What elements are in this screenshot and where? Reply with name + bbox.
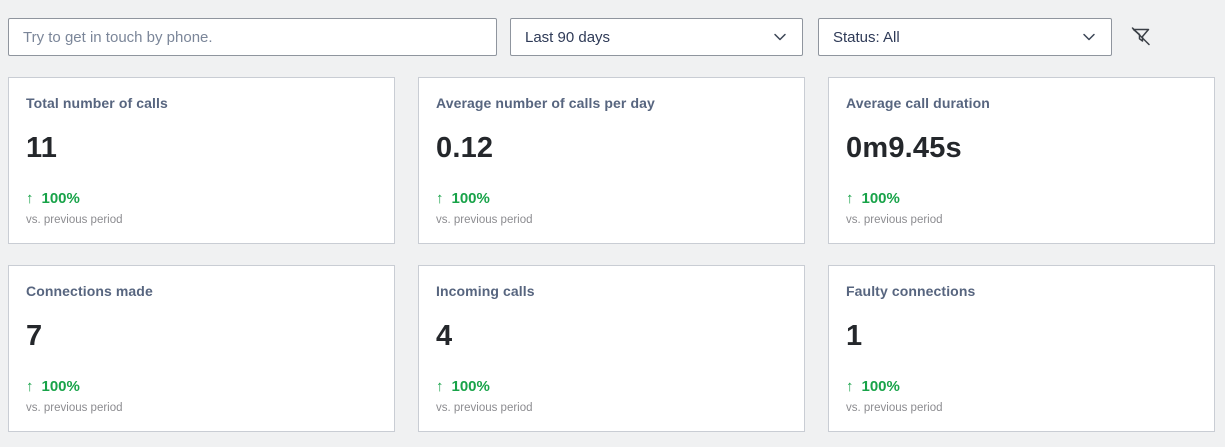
- stat-card-avg-calls-per-day: Average number of calls per day 0.12 ↑ 1…: [418, 77, 805, 244]
- card-title: Faulty connections: [846, 283, 976, 299]
- card-delta: ↑ 100%: [26, 378, 377, 395]
- card-value: 0.12: [436, 132, 494, 164]
- delta-percent: 100%: [41, 378, 80, 395]
- card-delta: ↑ 100%: [846, 378, 1197, 395]
- compare-label: vs. previous period: [26, 402, 123, 414]
- compare-label: vs. previous period: [436, 402, 533, 414]
- card-value: 4: [436, 320, 453, 352]
- arrow-up-icon: ↑: [436, 378, 444, 395]
- card-delta: ↑ 100%: [436, 190, 787, 207]
- compare-label: vs. previous period: [26, 214, 123, 226]
- card-delta: ↑ 100%: [26, 190, 377, 207]
- delta-percent: 100%: [41, 190, 80, 207]
- card-title: Average call duration: [846, 95, 990, 111]
- arrow-up-icon: ↑: [26, 190, 34, 207]
- stat-card-incoming-calls: Incoming calls 4 ↑ 100% vs. previous per…: [418, 265, 805, 432]
- compare-label: vs. previous period: [436, 214, 533, 226]
- card-value: 0m9.45s: [846, 132, 962, 164]
- status-select[interactable]: Status: All: [818, 18, 1112, 56]
- delta-percent: 100%: [451, 190, 490, 207]
- card-delta: ↑ 100%: [846, 190, 1197, 207]
- compare-label: vs. previous period: [846, 402, 943, 414]
- search-input[interactable]: [8, 18, 497, 56]
- chevron-down-icon: [772, 29, 788, 45]
- arrow-up-icon: ↑: [846, 378, 854, 395]
- card-value: 7: [26, 320, 43, 352]
- stat-card-connections-made: Connections made 7 ↑ 100% vs. previous p…: [8, 265, 395, 432]
- card-value: 11: [26, 132, 58, 164]
- stat-card-faulty-connections: Faulty connections 1 ↑ 100% vs. previous…: [828, 265, 1215, 432]
- date-range-select[interactable]: Last 90 days: [510, 18, 803, 56]
- arrow-up-icon: ↑: [846, 190, 854, 207]
- filters-toolbar: Last 90 days Status: All: [8, 18, 1215, 56]
- delta-percent: 100%: [451, 378, 490, 395]
- stat-card-avg-call-duration: Average call duration 0m9.45s ↑ 100% vs.…: [828, 77, 1215, 244]
- delta-percent: 100%: [861, 378, 900, 395]
- compare-label: vs. previous period: [846, 214, 943, 226]
- status-value: Status: All: [833, 28, 900, 46]
- delta-percent: 100%: [861, 190, 900, 207]
- arrow-up-icon: ↑: [436, 190, 444, 207]
- date-range-value: Last 90 days: [525, 28, 611, 46]
- card-value: 1: [846, 320, 863, 352]
- card-title: Total number of calls: [26, 95, 168, 111]
- card-title: Incoming calls: [436, 283, 535, 299]
- filter-off-icon: [1129, 24, 1153, 51]
- card-title: Connections made: [26, 283, 153, 299]
- chevron-down-icon: [1081, 29, 1097, 45]
- card-delta: ↑ 100%: [436, 378, 787, 395]
- arrow-up-icon: ↑: [26, 378, 34, 395]
- stats-cards-grid: Total number of calls 11 ↑ 100% vs. prev…: [8, 77, 1215, 432]
- clear-filters-button[interactable]: [1124, 20, 1158, 54]
- card-title: Average number of calls per day: [436, 95, 655, 111]
- stat-card-total-calls: Total number of calls 11 ↑ 100% vs. prev…: [8, 77, 395, 244]
